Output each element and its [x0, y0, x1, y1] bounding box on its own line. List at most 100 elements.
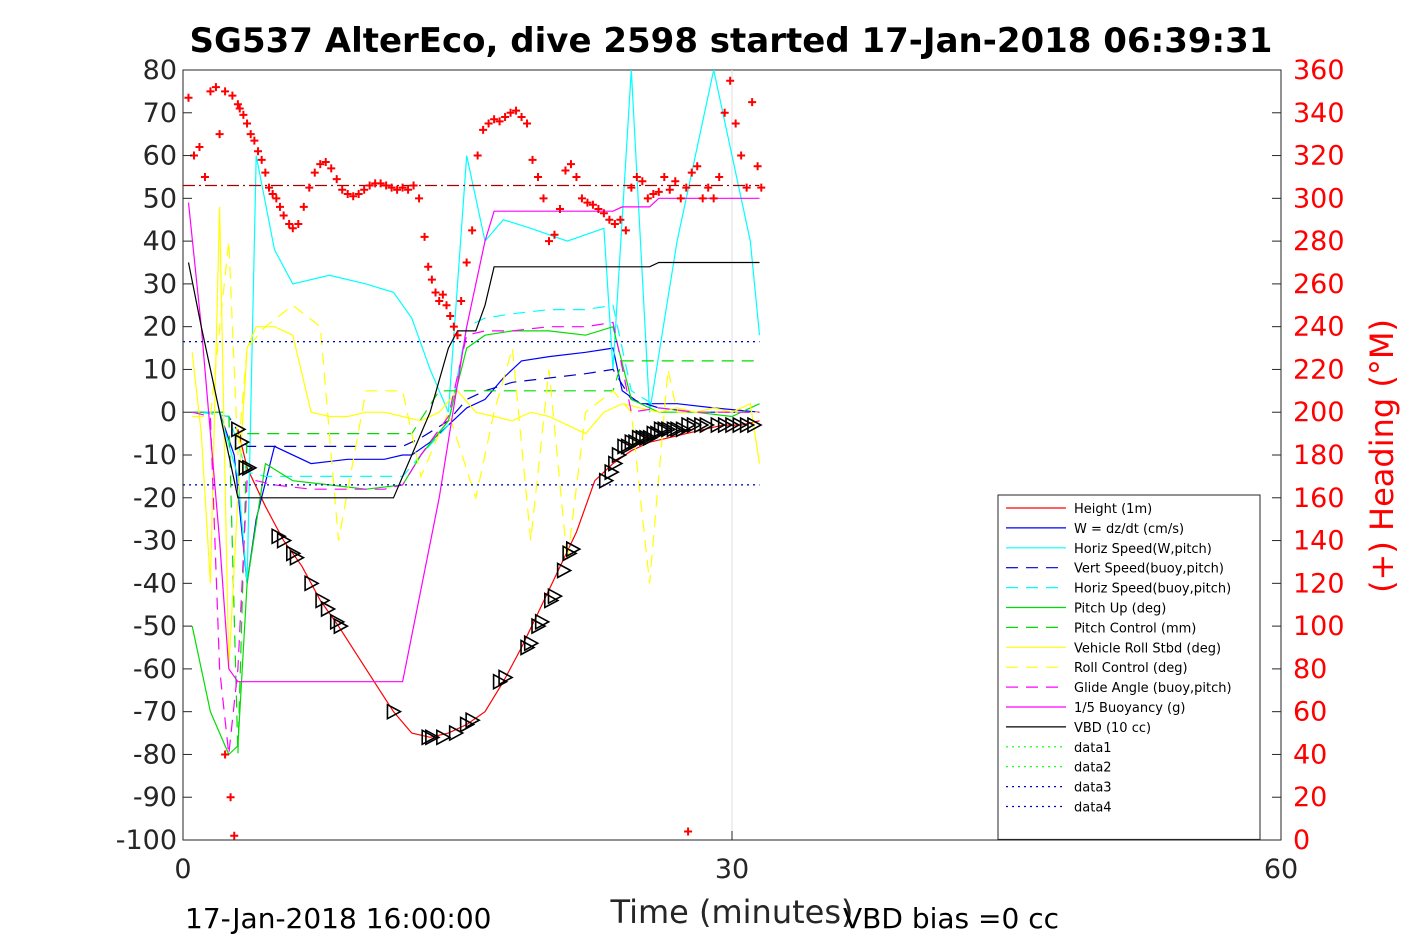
heading-point: [228, 91, 237, 100]
heading-point: [294, 220, 303, 228]
heading-point: [550, 230, 559, 239]
right-y-tick-label: 40: [1293, 739, 1327, 770]
heading-point: [275, 202, 284, 211]
heading-point: [239, 110, 248, 119]
chart-title: SG537 AlterEco, dive 2598 started 17-Jan…: [190, 21, 1273, 61]
depth-marker: [425, 728, 441, 746]
legend-label: 1/5 Buoyancy (g): [1074, 701, 1185, 716]
heading-point: [577, 194, 586, 203]
heading-point: [720, 108, 729, 117]
heading-point: [698, 194, 707, 203]
depth-marker: [276, 532, 293, 549]
heading-point: [731, 119, 740, 128]
heading-point: [446, 311, 455, 320]
heading-point: [243, 119, 252, 128]
heading-point: [523, 119, 532, 128]
y-tick-label: -40: [133, 568, 177, 599]
series-line: [187, 197, 760, 683]
right-y-tick-label: 100: [1293, 611, 1345, 642]
right-y-tick-label: 140: [1293, 526, 1345, 557]
heading-point: [709, 194, 718, 203]
legend-label: Horiz Speed(W,pitch): [1074, 542, 1212, 557]
legend-label: Roll Control (deg): [1074, 661, 1188, 676]
heading-point: [254, 147, 263, 156]
y-tick-label: 20: [143, 312, 177, 343]
heading-point: [588, 200, 597, 209]
legend-label: Horiz Speed(buoy,pitch): [1074, 582, 1231, 597]
legend-label: data1: [1074, 741, 1112, 756]
y-tick-label: 80: [143, 55, 177, 86]
heading-point: [285, 220, 294, 228]
heading-point: [555, 205, 564, 214]
plot-layer: [183, 70, 766, 840]
heading-point: [360, 185, 369, 194]
footer-vbd-bias: VBD bias =0 cc: [843, 902, 1059, 935]
series-line: [191, 325, 760, 756]
depth-marker: [242, 459, 258, 477]
depth-marker: [231, 420, 247, 438]
heading-point: [539, 194, 548, 203]
depth-marker: [732, 416, 749, 434]
depth-marker: [523, 634, 540, 652]
heading-point: [506, 108, 515, 117]
heading-point: [338, 185, 347, 194]
heading-point: [594, 205, 603, 214]
heading-point: [376, 179, 385, 188]
series-line: [201, 304, 751, 477]
depth-marker: [628, 433, 644, 451]
legend-label: data2: [1074, 761, 1112, 776]
heading-point: [501, 113, 510, 122]
legend-label: Vert Speed(buoy,pitch): [1074, 562, 1224, 577]
depth-marker: [329, 613, 346, 631]
heading-point: [693, 162, 702, 171]
depth-marker: [598, 472, 615, 490]
depth-marker: [661, 420, 677, 438]
heading-point: [235, 104, 244, 113]
right-y-tick-label: 280: [1293, 226, 1345, 257]
heading-point: [404, 185, 413, 194]
heading-point: [457, 297, 466, 305]
legend-label: Height (1m): [1074, 502, 1152, 517]
heading-point: [398, 183, 407, 192]
heading-point: [215, 130, 224, 139]
depth-marker: [547, 587, 564, 605]
y-tick-label: 70: [143, 98, 177, 129]
depth-marker: [686, 416, 703, 434]
heading-point: [753, 162, 762, 171]
y-tick-label: -80: [133, 739, 177, 770]
heading-point: [221, 87, 230, 96]
legend-label: Glide Angle (buoy,pitch): [1074, 681, 1232, 696]
right-y-tick-label: 0: [1293, 825, 1310, 856]
depth-marker: [304, 574, 320, 592]
depth-marker: [465, 711, 481, 729]
heading-point: [704, 183, 713, 192]
heading-point: [583, 198, 592, 207]
depth-marker: [315, 592, 331, 609]
heading-point: [468, 226, 477, 235]
y-tick-label: 50: [143, 183, 177, 214]
heading-point: [660, 172, 669, 181]
x-tick-label: 30: [715, 854, 749, 885]
heading-point: [566, 160, 575, 169]
depth-marker: [725, 416, 741, 434]
heading-point: [517, 113, 526, 122]
depth-marker: [675, 420, 692, 438]
heading-point: [687, 168, 696, 177]
heading-point: [316, 160, 325, 169]
series-line: [191, 206, 761, 669]
heading-point: [233, 100, 242, 109]
depth-marker: [333, 617, 350, 635]
y-tick-label: 10: [143, 354, 177, 385]
legend-label: Pitch Up (deg): [1074, 602, 1166, 617]
heading-point: [409, 181, 418, 190]
depth-marker: [694, 416, 710, 434]
heading-point: [250, 136, 259, 145]
x-tick-label: 60: [1264, 854, 1298, 885]
heading-point: [534, 172, 543, 181]
heading-point: [424, 262, 433, 271]
heading-point: [420, 232, 429, 241]
right-y-tick-label: 20: [1293, 782, 1327, 813]
y-tick-label: -10: [133, 440, 177, 471]
heading-point: [643, 194, 652, 203]
